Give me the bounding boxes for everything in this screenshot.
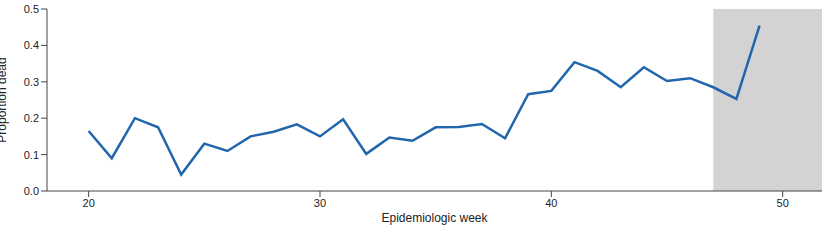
- svg-text:Epidemiologic week: Epidemiologic week: [381, 211, 488, 225]
- svg-text:0.3: 0.3: [24, 76, 39, 88]
- svg-text:50: 50: [777, 197, 789, 209]
- svg-text:0.1: 0.1: [24, 149, 39, 161]
- svg-text:20: 20: [83, 197, 95, 209]
- svg-text:0.5: 0.5: [24, 3, 39, 15]
- svg-text:0.0: 0.0: [24, 185, 39, 197]
- svg-text:40: 40: [545, 197, 557, 209]
- svg-text:Proportion dead: Proportion dead: [8, 57, 9, 142]
- svg-text:0.2: 0.2: [24, 112, 39, 124]
- svg-text:30: 30: [314, 197, 326, 209]
- svg-text:0.4: 0.4: [24, 39, 39, 51]
